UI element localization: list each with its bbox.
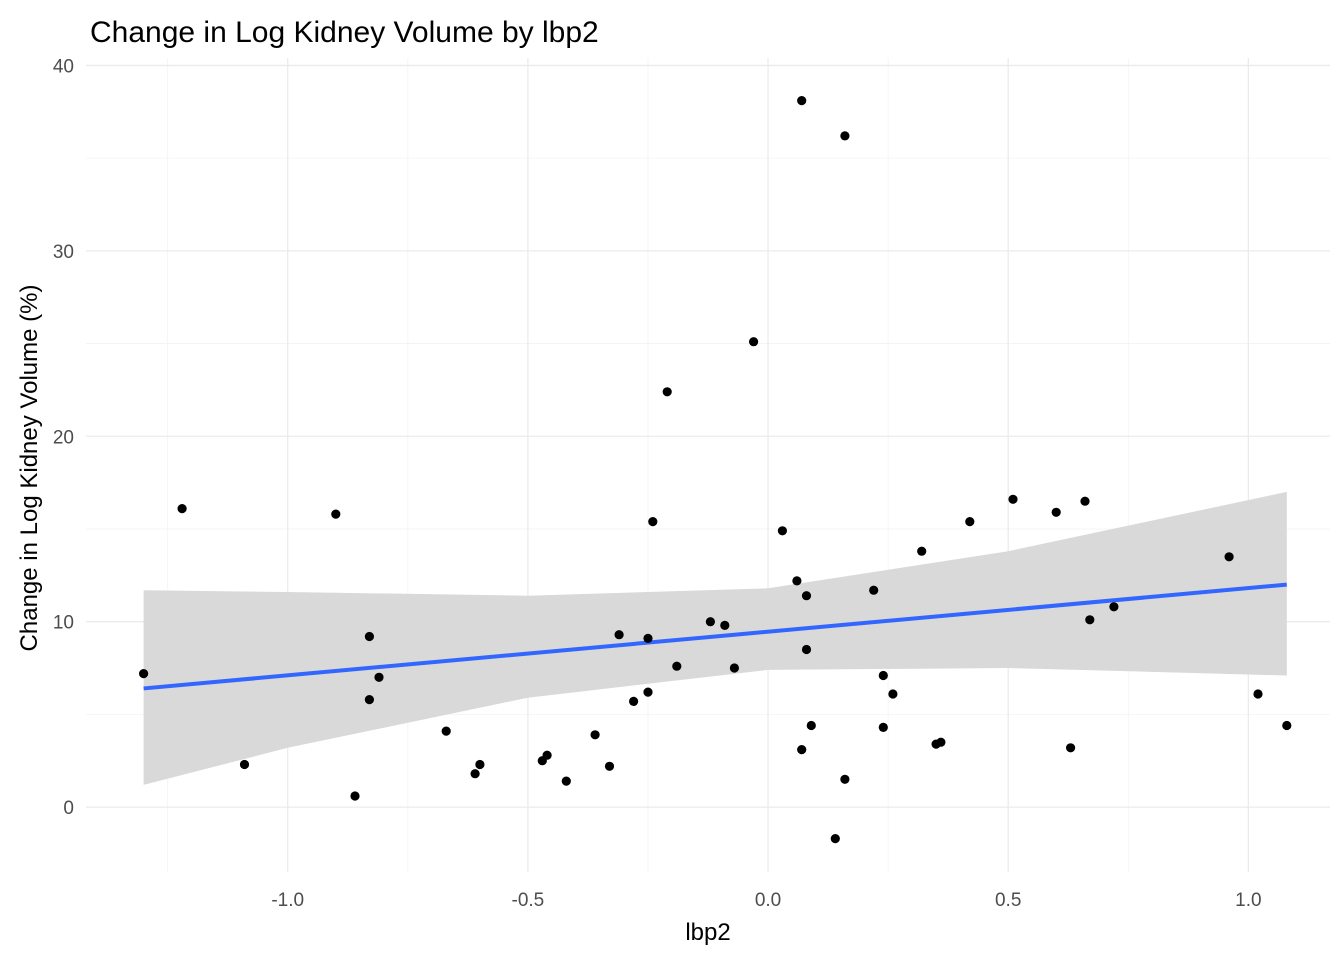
data-point [936,737,946,747]
y-axis-title: Change in Log Kidney Volume (%) [16,285,43,652]
data-point [1253,689,1263,699]
data-point [797,745,807,755]
major-gridlines [86,58,1330,872]
data-point [364,695,374,705]
data-point [662,387,672,397]
data-point [965,517,975,527]
data-point [1066,743,1076,753]
data-point [590,730,600,740]
x-axis-title: lbp2 [685,919,730,946]
data-point [792,576,802,586]
x-tick-label: -0.5 [512,890,545,911]
data-point [869,585,879,595]
data-point [239,759,250,770]
data-point [177,504,187,514]
data-point [878,670,888,681]
data-point [643,687,653,697]
y-axis-tick-labels: 0 10 20 30 40 [53,56,74,819]
data-point [830,834,840,844]
data-point [350,791,360,801]
data-point [1224,552,1234,562]
data-point [629,696,639,707]
data-point [1008,494,1018,504]
data-point [1282,720,1292,731]
data-point [374,672,384,682]
data-point [475,759,485,770]
x-tick-label: -1.0 [271,890,304,911]
data-point [1080,496,1090,506]
data-point [364,631,374,642]
y-tick-label: 30 [53,242,74,263]
x-tick-label: 0.5 [995,890,1021,911]
data-point [470,769,480,779]
data-point [878,722,888,733]
x-tick-label: 0.0 [755,890,781,911]
data-point [643,633,653,644]
data-point [561,776,571,786]
x-tick-label: 1.0 [1235,890,1261,911]
data-point [542,750,552,760]
data-point [705,617,716,627]
data-point [840,774,850,784]
data-point [648,517,658,527]
data-point [441,726,451,736]
data-point [917,546,927,556]
data-point [777,526,788,536]
y-tick-label: 0 [63,798,74,819]
y-tick-label: 10 [53,613,74,634]
x-axis-tick-labels: -1.0 -0.5 0.0 0.5 1.0 [271,890,1261,911]
data-point [604,761,615,771]
data-point [614,630,624,640]
data-points [139,96,1292,844]
trend-line [143,582,1287,691]
y-tick-label: 20 [53,427,74,448]
data-point [840,131,850,141]
chart-title: Change in Log Kidney Volume by lbp2 [90,16,599,49]
data-point [797,96,807,106]
data-point [729,663,740,673]
data-point [1051,507,1061,517]
data-point [801,591,812,601]
data-point [1109,602,1119,612]
data-point [1085,615,1095,625]
data-point [749,337,759,347]
data-point [672,661,682,671]
y-tick-label: 40 [53,56,74,77]
data-point [888,689,898,699]
data-point [806,720,816,731]
data-point [139,669,149,679]
data-point [331,509,341,519]
data-point [720,620,730,631]
data-point [801,644,812,655]
